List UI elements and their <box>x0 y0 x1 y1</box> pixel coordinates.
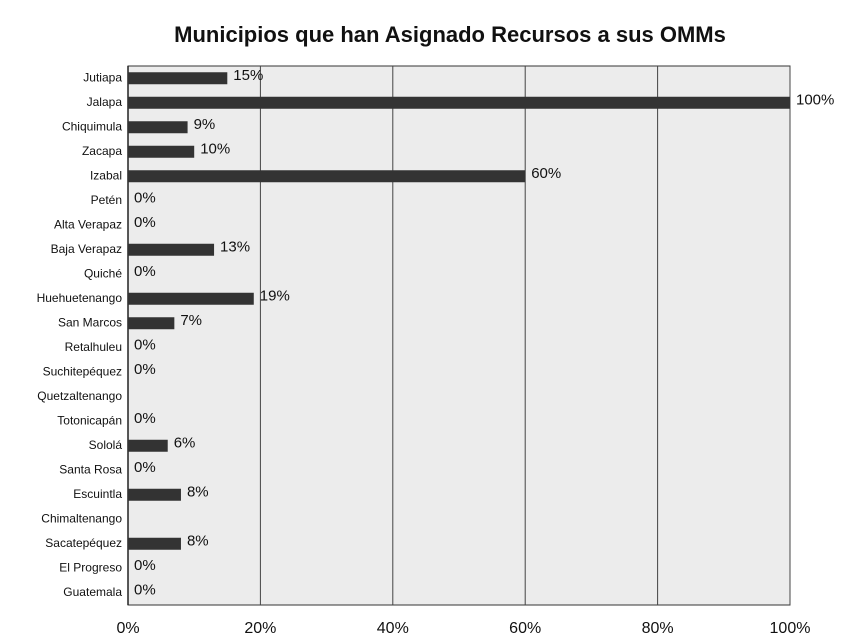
value-label: 19% <box>260 288 290 305</box>
y-tick-label: Totonicapán <box>57 413 122 427</box>
y-tick-label: Chimaltenango <box>41 511 122 525</box>
x-tick-label: 100% <box>770 620 811 637</box>
value-label: 0% <box>134 263 156 280</box>
y-tick-label: Quiché <box>84 266 122 280</box>
y-tick-label: Jutiapa <box>83 70 122 84</box>
y-tick-label: Huehuetenango <box>37 291 123 305</box>
bar <box>128 145 195 158</box>
value-label: 0% <box>134 337 156 354</box>
y-tick-label: Baja Verapaz <box>51 242 122 256</box>
y-tick-label: Santa Rosa <box>59 462 122 476</box>
value-label: 9% <box>194 116 216 133</box>
x-tick-label: 40% <box>377 620 409 637</box>
value-label: 100% <box>796 92 834 109</box>
chart-title: Municipios que han Asignado Recursos a s… <box>174 22 726 47</box>
value-label: 8% <box>187 533 209 550</box>
y-tick-label: El Progreso <box>59 560 122 574</box>
y-tick-label: Suchitepéquez <box>43 364 122 378</box>
value-label: 8% <box>187 484 209 501</box>
bar <box>128 243 215 256</box>
bar <box>128 72 228 85</box>
bar <box>128 121 188 134</box>
x-tick-label: 20% <box>244 620 276 637</box>
y-tick-label: Retalhuleu <box>65 340 122 354</box>
value-label: 0% <box>134 557 156 574</box>
x-tick-label: 60% <box>509 620 541 637</box>
y-tick-label: Alta Verapaz <box>54 217 122 231</box>
bar <box>128 537 181 550</box>
bar <box>128 170 526 183</box>
value-label: 0% <box>134 361 156 378</box>
value-label: 0% <box>134 459 156 476</box>
bar <box>128 317 175 330</box>
value-label: 0% <box>134 410 156 427</box>
bar <box>128 488 181 501</box>
y-tick-label: Guatemala <box>63 585 122 599</box>
value-label: 0% <box>134 582 156 599</box>
y-tick-label: Sololá <box>89 438 123 452</box>
y-tick-label: Petén <box>91 193 122 207</box>
y-tick-label: Zacapa <box>82 144 122 158</box>
value-label: 0% <box>134 214 156 231</box>
bar <box>128 96 790 109</box>
value-label: 7% <box>180 312 202 329</box>
plot-area <box>127 65 791 606</box>
y-tick-label: Sacatepéquez <box>45 536 122 550</box>
y-tick-label: Jalapa <box>87 95 123 109</box>
value-label: 60% <box>531 165 561 182</box>
y-tick-label: Chiquimula <box>62 119 122 133</box>
value-label: 13% <box>220 239 250 256</box>
value-label: 6% <box>174 435 196 452</box>
y-tick-label: Izabal <box>90 168 122 182</box>
y-tick-label: Escuintla <box>73 487 122 501</box>
value-label: 15% <box>233 67 263 84</box>
y-tick-label: San Marcos <box>58 315 122 329</box>
bar <box>128 292 254 305</box>
x-tick-label: 80% <box>642 620 674 637</box>
value-label: 0% <box>134 190 156 207</box>
value-label: 10% <box>200 141 230 158</box>
y-tick-label: Quetzaltenango <box>37 389 122 403</box>
x-tick-label: 0% <box>116 620 139 637</box>
bar <box>128 439 168 452</box>
